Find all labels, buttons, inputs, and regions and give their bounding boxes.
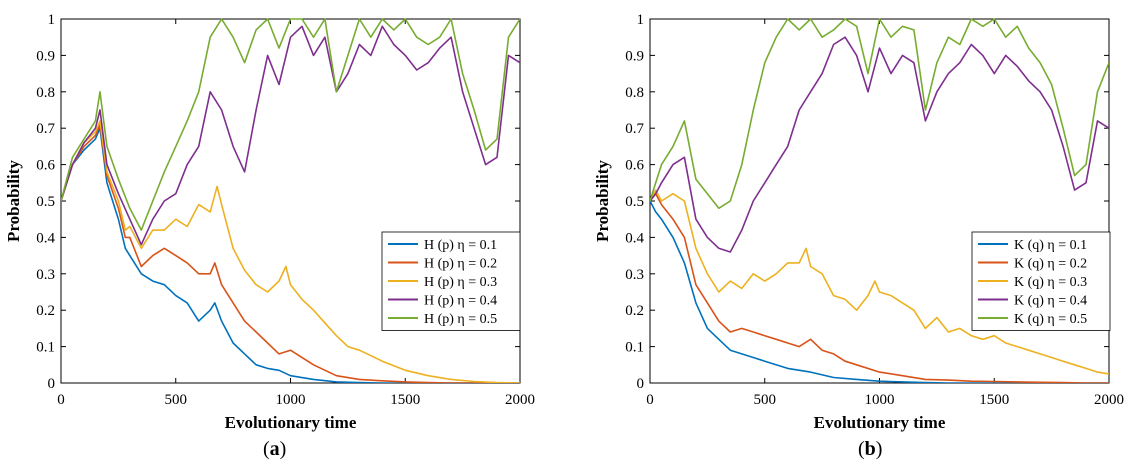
chart-b-y-tick-label: 0.5 bbox=[625, 194, 644, 210]
chart-b-x-tick-label: 2000 bbox=[1094, 392, 1124, 408]
chart-b-y-tick-label: 0.6 bbox=[625, 158, 644, 174]
chart-b-legend-label-5: K (q) η = 0.5 bbox=[1014, 312, 1087, 327]
chart-b-y-tick-label: 0.1 bbox=[625, 340, 644, 356]
chart-a-series-line-1 bbox=[61, 127, 520, 383]
chart-a-legend-label-4: H (p) η = 0.4 bbox=[424, 294, 497, 309]
chart-b-y-tick-label: 0.4 bbox=[625, 230, 644, 246]
chart-b-legend-label-3: K (q) η = 0.3 bbox=[1014, 275, 1087, 290]
chart-b-y-tick-label: 1 bbox=[637, 12, 645, 28]
chart-a-x-tick-label: 500 bbox=[165, 392, 188, 408]
chart-a-series-line-4 bbox=[61, 25, 520, 246]
chart-b-y-tick-label: 0.7 bbox=[625, 121, 644, 137]
chart-a-x-tick-label: 1000 bbox=[276, 392, 306, 408]
chart-a-series-line-3 bbox=[61, 120, 520, 383]
chart-a-x-tick-label: 1500 bbox=[390, 392, 420, 408]
chart-a-y-tick-label: 0.1 bbox=[36, 340, 55, 356]
chart-b-series-line-4 bbox=[650, 36, 1109, 253]
chart-a-legend-label-3: H (p) η = 0.3 bbox=[424, 275, 497, 290]
chart-b-y-tick-label: 0.3 bbox=[625, 267, 644, 283]
chart-b-legend-label-2: K (q) η = 0.2 bbox=[1014, 257, 1087, 272]
chart-b-x-axis-title: Evolutionary time bbox=[814, 413, 946, 432]
chart-b-y-tick-label: 0.8 bbox=[625, 85, 644, 101]
chart-b-x-tick-label: 1000 bbox=[865, 392, 895, 408]
chart-a-y-tick-label: 0.4 bbox=[36, 230, 55, 246]
chart-panel-a: 0 500 1000 1500 2000 0 0.1 0.2 0.3 0.4 0.5 0.6 0.7 0.… bbox=[4, 12, 535, 460]
panel-caption-b: (b) bbox=[858, 438, 883, 460]
chart-b-x-tick-label: 0 bbox=[646, 392, 654, 408]
chart-b-y-tick-label: 0.9 bbox=[625, 48, 644, 64]
chart-b-legend-label-4: K (q) η = 0.4 bbox=[1014, 294, 1087, 309]
chart-a-y-tick-label: 0.5 bbox=[36, 194, 55, 210]
chart-a-y-tick-label: 0.6 bbox=[36, 158, 55, 174]
chart-a-y-tick-label: 0.8 bbox=[36, 85, 55, 101]
chart-a-y-tick-label: 1 bbox=[48, 12, 56, 28]
chart-a-x-axis-title: Evolutionary time bbox=[225, 413, 357, 432]
chart-a-x-tick-label: 2000 bbox=[505, 392, 535, 408]
chart-panel-b: 0 500 1000 1500 2000 0 0.1 0.2 0.3 0.4 0.5 0.6 0.7 0.… bbox=[564, 0, 1128, 464]
chart-a-series-line-2 bbox=[61, 123, 520, 383]
chart-b-series-line-5 bbox=[650, 18, 1109, 210]
chart-a-legend-label-5: H (p) η = 0.5 bbox=[424, 312, 497, 327]
chart-b-legend-label-1: K (q) η = 0.1 bbox=[1014, 238, 1087, 253]
panel-caption-a: (a) bbox=[263, 438, 287, 460]
chart-a-legend-label-1: H (p) η = 0.1 bbox=[424, 238, 497, 253]
chart-b-series-line-3 bbox=[650, 189, 1109, 375]
chart-b-y-axis-title: Probability bbox=[593, 160, 612, 242]
chart-b-series-line-1 bbox=[650, 200, 1109, 383]
chart-a-x-tick-label: 0 bbox=[57, 392, 65, 408]
chart-b-y-tick-label: 0 bbox=[637, 376, 645, 392]
chart-a-y-tick-label: 0.7 bbox=[36, 121, 55, 137]
chart-b-y-tick-label: 0.2 bbox=[625, 303, 644, 319]
chart-a-y-axis-title: Probability bbox=[4, 160, 23, 242]
chart-b-series-line-2 bbox=[650, 192, 1109, 383]
chart-a-y-tick-label: 0.9 bbox=[36, 48, 55, 64]
chart-a-y-tick-label: 0.3 bbox=[36, 267, 55, 283]
chart-a-y-tick-label: 0 bbox=[48, 376, 56, 392]
chart-a-series-line-5 bbox=[61, 18, 520, 231]
chart-a-svg: 0 500 1000 1500 2000 0 0.1 0.2 0.3 0.4 0.5 0.6 0.7 0.… bbox=[4, 12, 535, 432]
chart-b-x-tick-label: 500 bbox=[754, 392, 777, 408]
chart-b-svg: 0 500 1000 1500 2000 0 0.1 0.2 0.3 0.4 0.5 0.6 0.7 0.… bbox=[593, 12, 1124, 432]
chart-a-legend-label-2: H (p) η = 0.2 bbox=[424, 257, 497, 272]
chart-b-x-tick-label: 1500 bbox=[979, 392, 1009, 408]
chart-a-y-tick-label: 0.2 bbox=[36, 303, 55, 319]
